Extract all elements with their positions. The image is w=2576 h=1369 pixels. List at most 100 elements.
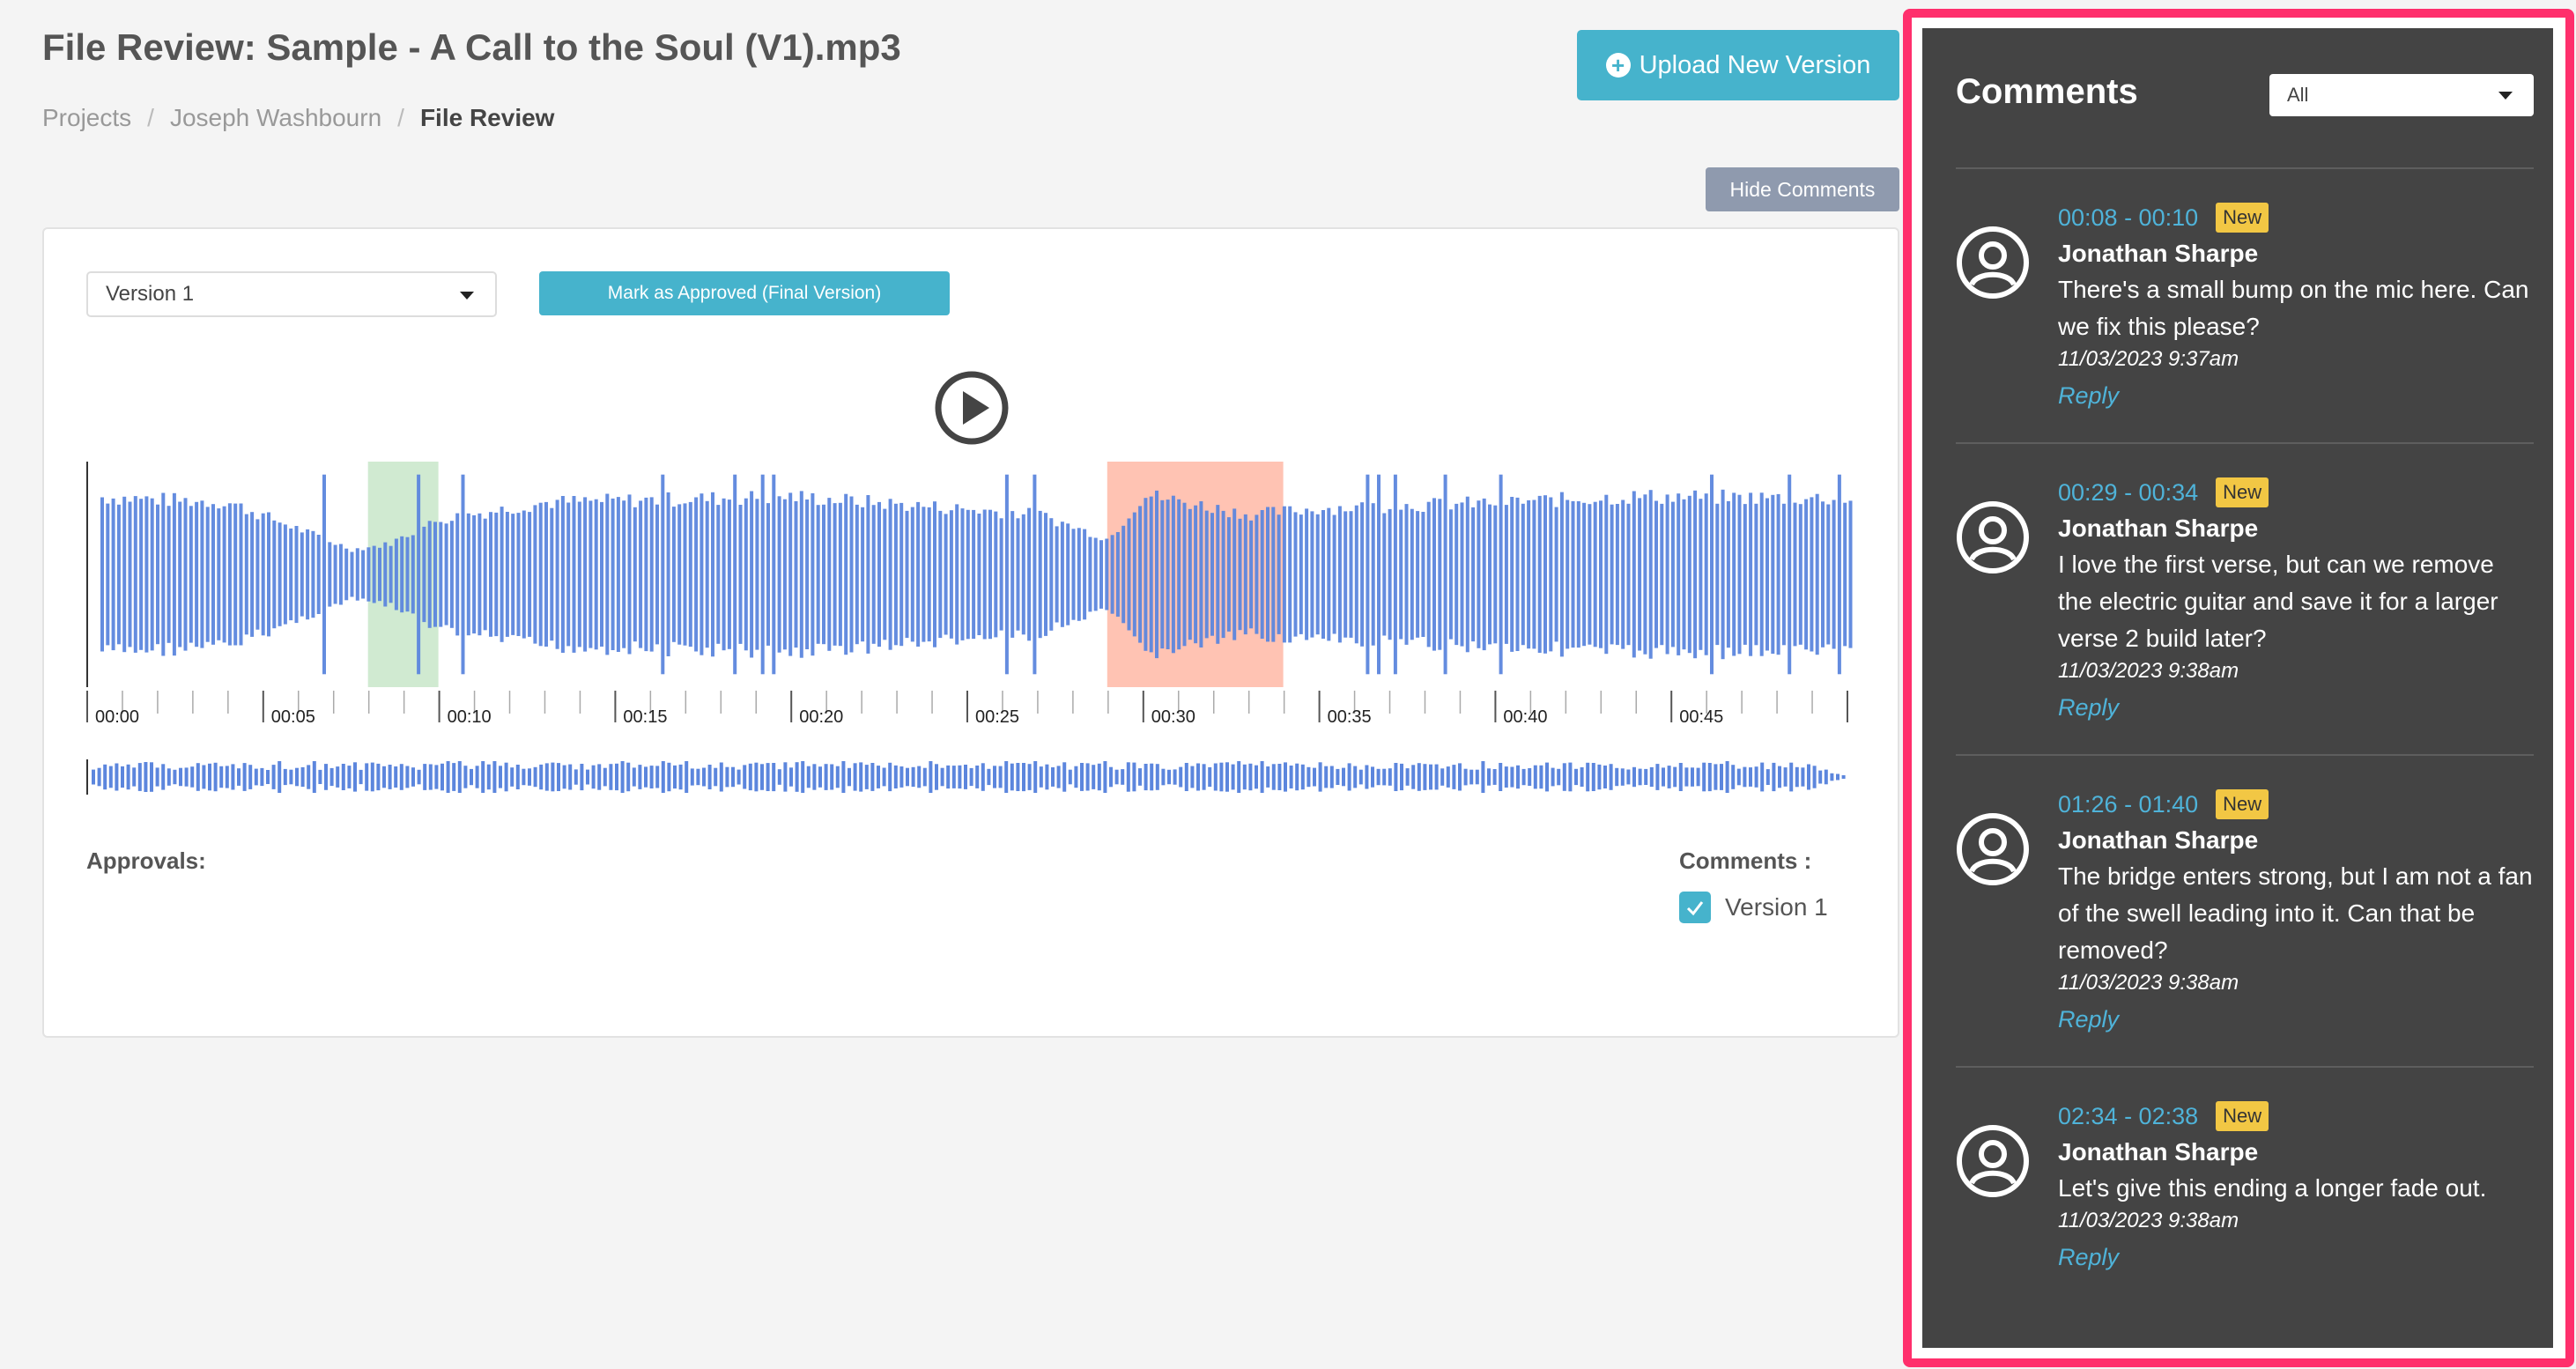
minimap-bar <box>1789 762 1794 792</box>
waveform-bar <box>222 506 226 643</box>
minimap-bar <box>1051 767 1055 787</box>
waveform-bar <box>1083 529 1087 620</box>
minimap-bar <box>620 761 625 793</box>
waveform[interactable] <box>86 462 1857 687</box>
comment-date: 11/03/2023 9:38am <box>2058 971 2239 995</box>
minimap-bar <box>499 766 502 788</box>
comment-timestamp[interactable]: 00:29 - 00:34 <box>2058 479 2199 506</box>
minimap-bar <box>1528 768 1532 786</box>
minimap-bar <box>1783 767 1788 787</box>
minimap-bar <box>463 766 468 788</box>
waveform-bar <box>972 509 976 640</box>
minimap-bar <box>1266 766 1270 788</box>
minimap-bar <box>336 766 340 788</box>
waveform-bar <box>899 502 904 647</box>
waveform-bar <box>1288 506 1292 643</box>
waveform-bar <box>1410 508 1414 640</box>
version-select[interactable]: Version 1 <box>86 271 497 317</box>
waveform-bar <box>1344 511 1348 638</box>
reply-link[interactable]: Reply <box>2058 694 2120 721</box>
minimap-bar <box>714 767 718 787</box>
waveform-bar <box>1599 500 1603 648</box>
waveform-bar <box>1166 500 1170 649</box>
waveform-bar <box>1737 494 1742 655</box>
minimap-bar <box>975 766 980 788</box>
waveform-bar <box>772 474 776 675</box>
minimap-bar <box>504 762 508 792</box>
waveform-bar <box>516 513 521 636</box>
version-comments-toggle[interactable]: Version 1 <box>1679 892 1828 923</box>
minimap-bar <box>423 764 427 790</box>
minimap-bar <box>882 767 886 787</box>
minimap-bar <box>1307 766 1311 788</box>
play-icon[interactable] <box>934 370 1010 446</box>
comment-timestamp[interactable]: 00:08 - 00:10 <box>2058 204 2199 231</box>
minimap-bar <box>417 769 421 785</box>
waveform-bar <box>1260 510 1264 639</box>
minimap-bar <box>1085 763 1090 791</box>
waveform-bar <box>472 514 477 634</box>
minimap-bar <box>1179 766 1183 788</box>
waveform-bar <box>916 501 921 647</box>
comment-timestamp[interactable]: 02:34 - 02:38 <box>2058 1103 2199 1129</box>
upload-new-version-button[interactable]: + Upload New Version <box>1577 30 1899 100</box>
minimap-bar <box>470 768 473 786</box>
minimap-bar <box>1696 767 1700 787</box>
waveform-bar <box>1515 497 1520 651</box>
timeline-label: 00:45 <box>1679 707 1723 726</box>
comment-timestamp[interactable]: 01:26 - 01:40 <box>2058 791 2199 818</box>
minimap-bar <box>399 764 403 790</box>
hide-comments-button[interactable]: Hide Comments <box>1706 167 1899 211</box>
comments-filter-select[interactable]: All <box>2269 74 2534 116</box>
minimap-bar <box>1347 763 1351 791</box>
waveform-minimap[interactable] <box>86 758 1857 796</box>
reply-link[interactable]: Reply <box>2058 382 2120 409</box>
waveform-bar <box>750 491 754 658</box>
minimap-bar <box>1184 763 1188 791</box>
waveform-bar <box>394 538 398 610</box>
minimap-bar <box>1208 766 1212 788</box>
divider <box>1956 167 2534 169</box>
minimap-bar <box>359 769 363 785</box>
timeline-label: 00:15 <box>623 707 667 726</box>
new-badge: New <box>2216 203 2269 233</box>
waveform-bar <box>827 498 832 651</box>
reply-link[interactable]: Reply <box>2058 1006 2120 1032</box>
waveform-bar <box>1210 513 1214 636</box>
waveform-bar <box>644 497 648 652</box>
waveform-bar <box>1626 503 1631 646</box>
minimap-bar <box>1638 768 1642 786</box>
minimap-bar <box>690 768 694 786</box>
waveform-bar <box>500 507 504 642</box>
minimap-bar <box>1662 767 1665 787</box>
minimap-bar <box>661 761 665 793</box>
minimap-bar <box>748 763 752 791</box>
minimap-bar <box>225 766 229 788</box>
minimap-bar <box>987 768 991 786</box>
waveform-bar <box>355 548 359 601</box>
waveform-bar <box>683 503 687 646</box>
waveform-bar <box>572 496 576 653</box>
minimap-bar <box>539 764 544 790</box>
mark-approved-button[interactable]: Mark as Approved (Final Version) <box>539 271 950 315</box>
waveform-bar <box>811 492 815 656</box>
minimap-bar <box>1649 766 1654 788</box>
waveform-bar <box>389 545 393 603</box>
minimap-bar <box>1295 763 1299 791</box>
minimap-bar <box>702 767 706 787</box>
reply-link[interactable]: Reply <box>2058 1244 2120 1270</box>
minimap-bar <box>1242 764 1247 790</box>
checkbox[interactable] <box>1679 892 1711 923</box>
minimap-bar <box>818 766 822 788</box>
minimap-bar <box>1173 769 1177 785</box>
waveform-bar <box>611 498 615 650</box>
waveform-bar <box>144 496 149 653</box>
breadcrumb-client[interactable]: Joseph Washbourn <box>169 104 382 131</box>
waveform-bar <box>1021 514 1025 635</box>
waveform-bar <box>877 501 881 648</box>
minimap-bar <box>1033 761 1038 793</box>
breadcrumb-projects[interactable]: Projects <box>42 104 132 131</box>
minimap-bar <box>1504 766 1508 788</box>
waveform-bar <box>738 505 743 644</box>
